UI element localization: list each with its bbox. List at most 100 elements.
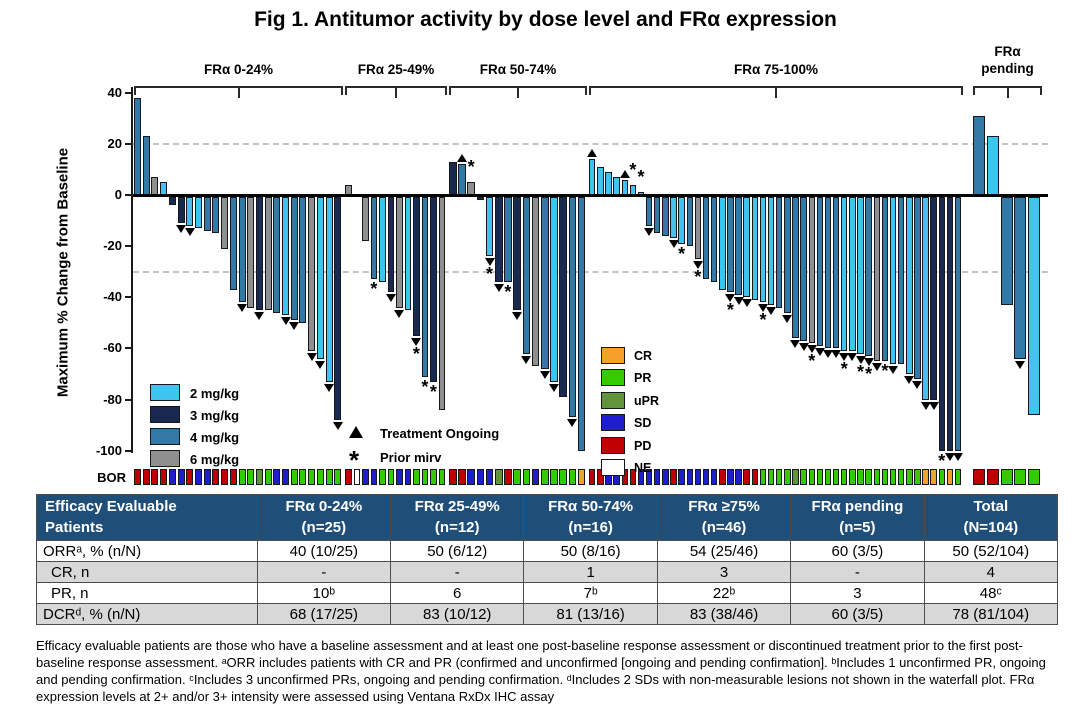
bor-square [568,469,577,485]
table-value-cell: 83 (10/12) [390,603,525,625]
table-row: ORRᵃ, % (n/N) 40 (10/25) 50 (6/12) 50 (8/16… [36,540,1059,562]
bor-square [142,469,150,485]
prior-mirv-icon: * [938,450,946,471]
treatment-ongoing-legend-label: Treatment Ongoing [380,426,500,441]
waterfall-bar [513,196,521,311]
group-label: FRα 75-100% [733,62,819,77]
bor-square [229,469,237,485]
dose-legend-label: 6 mg/kg [190,452,240,467]
bor-square [438,469,446,485]
dose-legend-label: 4 mg/kg [190,430,240,445]
table-value-cell: 40 (10/25) [256,540,392,562]
waterfall-bar [824,196,832,349]
group-bracket [449,86,587,98]
bor-square [1014,469,1027,485]
bor-square [186,469,194,485]
bor-square [247,469,255,485]
table-value-cell: - [256,561,392,583]
waterfall-bar [889,196,897,364]
table-value-cell: - [790,561,925,583]
bor-square [353,469,361,485]
waterfall-bar [238,196,246,303]
bor-square [629,469,637,485]
bor-square [495,469,503,485]
waterfall-bar [973,115,986,195]
waterfall-bar [387,196,395,293]
bor-square [857,469,864,485]
treatment-ongoing-icon [315,360,326,369]
bor-square [654,469,661,485]
waterfall-bar [316,196,324,359]
prior-mirv-icon: * [370,279,378,300]
bracket-tick [1006,88,1009,98]
row-label-cell: CR, n [36,561,258,583]
y-tick-label: -80 [103,391,122,407]
bor-square [792,469,799,485]
treatment-ongoing-icon [587,149,598,158]
waterfall-bar [792,196,799,339]
bor-square [1000,469,1013,485]
y-tick-label: -20 [103,238,122,254]
waterfall-bar [151,177,159,195]
figure-title: Fig 1. Antitumor activity by dose level … [254,8,837,31]
waterfall-bar [743,196,750,298]
group-label: FRα 0-24% [203,62,274,77]
waterfall-bar [727,196,734,293]
waterfall-bar [930,196,937,400]
treatment-ongoing-icon [237,304,247,313]
prior-mirv-icon: * [486,264,494,285]
treatment-ongoing-icon [847,352,858,361]
row-label-cell: PR, n [36,582,258,604]
treatment-ongoing-icon [1015,360,1026,369]
waterfall-bar [438,196,446,410]
bor-square [751,469,759,485]
prior-mirv-icon: * [412,343,420,364]
bor-square [816,469,824,485]
treatment-ongoing-icon [411,337,422,346]
waterfall-bar [229,196,237,290]
table-value-cell: 50 (8/16) [523,540,658,562]
treatment-ongoing-icon [904,375,915,384]
dose-legend-swatch-3 [150,406,180,423]
waterfall-bar [404,196,412,311]
treatment-ongoing-icon [782,314,793,323]
prior-mirv-icon: * [467,157,475,178]
group-label: FRα 25-49% [357,62,435,77]
bor-square [177,469,185,485]
table-value-cell: 78 (81/104) [923,603,1059,625]
treatment-ongoing-icon [385,294,396,303]
bor-square [906,469,913,485]
bor-square [800,469,807,485]
table-row: PR, n 10ᵇ 6 7ᵇ 22ᵇ 3 48ᶜ [36,582,1059,604]
bracket-tick [395,88,397,98]
bor-square [670,469,677,485]
bor-square [522,469,531,485]
waterfall-bar [550,196,558,382]
treatment-ongoing-icon [539,370,550,379]
table-value-cell: 10ᵇ [256,582,392,604]
waterfall-bar [449,161,457,195]
waterfall-bar [694,196,702,259]
bracket-tick [341,88,343,95]
bor-strip-label: BOR [97,470,126,485]
waterfall-bar [495,196,503,282]
waterfall-bar [841,196,848,351]
waterfall-bar [751,196,759,300]
waterfall-bar [954,196,962,451]
bor-square [345,469,352,485]
bracket-tick [585,88,587,95]
prior-mirv-legend-icon: * [348,445,360,475]
waterfall-bar [645,196,653,226]
waterfall-bar [686,196,693,247]
bor-square [550,469,558,485]
prior-mirv-icon: * [694,266,702,287]
bracket-tick [237,88,240,98]
prior-mirv-icon: * [865,364,873,385]
bor-square [710,469,718,485]
y-axis-line [131,87,133,453]
waterfall-bar [273,196,281,313]
waterfall-bar [168,196,176,206]
y-axis-tick [125,142,131,145]
waterfall-bar [247,196,255,308]
waterfall-bar [421,196,429,377]
